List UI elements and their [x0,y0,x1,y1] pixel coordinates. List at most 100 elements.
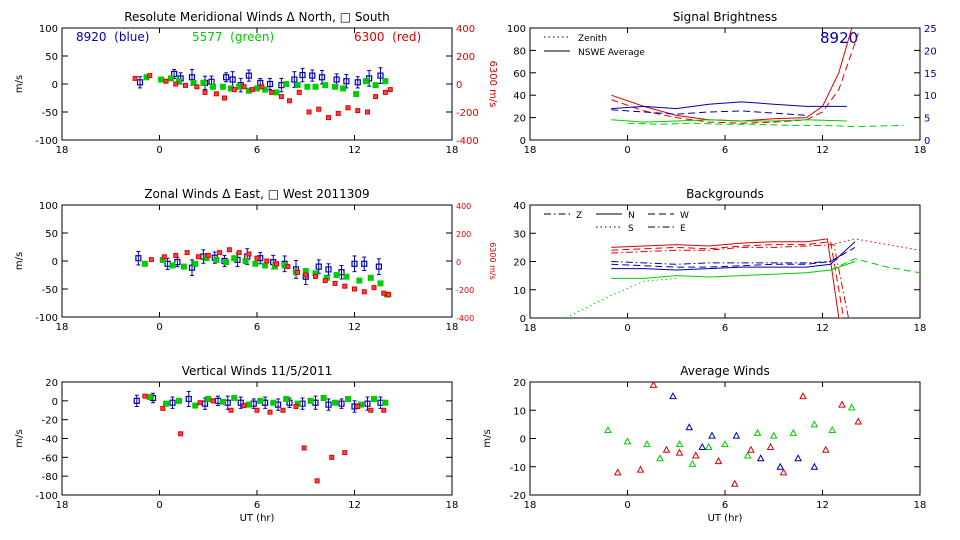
data-point [190,79,197,86]
data-point [169,399,176,406]
data-point [354,79,361,86]
y2-tick-label: 200 [456,52,475,63]
data-point [252,260,259,267]
data-point [329,454,335,460]
legend-label: N [628,211,635,221]
plot-frame [529,204,921,319]
data-point [257,397,264,404]
y-tick-label: -50 [42,108,58,119]
data-point [313,273,318,279]
data-point [142,393,148,399]
data-point [662,445,671,453]
data-point [299,71,306,79]
y-tick-label: 100 [507,24,526,35]
data-point [262,262,269,269]
data-point [714,457,723,465]
data-point [753,428,762,436]
legend-annotation: 5577 (green) [192,30,274,44]
data-point [147,73,153,79]
data-point [228,407,234,413]
x-tick-label: 18 [56,322,69,333]
data-point [352,286,357,292]
data-point [732,431,741,439]
y-tick-label: 40 [513,201,526,212]
data-point [316,106,322,112]
legend-label: NSWE Average [578,48,645,58]
y-tick-label: 10 [513,286,526,297]
data-point [210,398,216,404]
x-tick-label: 18 [914,323,927,334]
y-tick-label: -20 [510,491,526,502]
series-line [611,244,849,318]
data-point [335,110,341,116]
data-point [210,83,217,90]
series-line [627,122,904,128]
y2-tick-label: 15 [924,69,937,80]
series-line [611,238,842,318]
x-tick-label: 12 [816,145,829,156]
data-point [296,89,302,95]
data-point [167,75,174,82]
data-point [361,289,367,295]
y2-tick-label: 0 [456,80,462,91]
data-point [176,78,182,85]
plot-frame [529,27,921,141]
x-tick-label: 12 [816,500,829,511]
series-line [611,261,856,279]
data-point [303,272,309,278]
series-line [611,119,847,123]
y2-tick-label: 400 [456,202,471,211]
data-point [636,465,645,473]
y2-tick-label: 400 [456,24,475,35]
data-point [756,454,765,462]
y-tick-label: 0 [52,257,58,268]
y2-axis-label: 6300 m/s [487,61,498,108]
data-point [278,94,284,100]
data-point [353,91,360,98]
data-point [386,292,392,298]
data-point [184,250,190,256]
x-tick-label: 12 [816,323,829,334]
y-tick-label: 50 [45,229,58,240]
data-point [245,72,252,79]
data-point [332,280,338,286]
y-tick-label: 80 [513,46,526,57]
data-point [294,82,301,89]
data-point [141,260,148,267]
data-point [685,423,694,431]
data-point [828,425,837,434]
x-tick-label: 6 [254,500,260,511]
data-point [675,448,684,456]
data-point [656,454,664,462]
data-point [371,285,377,291]
x-tick-label: 0 [156,500,162,511]
y-tick-label: 50 [45,52,58,63]
y-tick-label: 20 [45,378,58,389]
data-point [382,89,388,95]
data-point [236,83,243,90]
y-tick-label: -40 [42,435,58,446]
data-point [173,81,179,87]
y-tick-label: 20 [513,114,526,125]
series-line [611,246,856,268]
y-axis-label: m/s [14,75,25,93]
data-point [381,290,387,296]
data-point [194,84,200,90]
data-point [345,105,351,111]
data-point [270,399,277,406]
x-tick-label: 0 [624,323,630,334]
data-point [854,417,863,425]
plot-frame [61,27,453,141]
data-point [309,72,316,79]
data-point [183,82,188,88]
data-point [333,272,340,278]
data-point [373,94,379,100]
series-line [565,277,677,318]
x-tick-label: 18 [56,500,69,511]
data-point [314,478,320,484]
data-point [231,255,238,262]
data-point [375,263,382,270]
y-tick-label: -10 [510,463,526,474]
data-point [730,479,739,487]
